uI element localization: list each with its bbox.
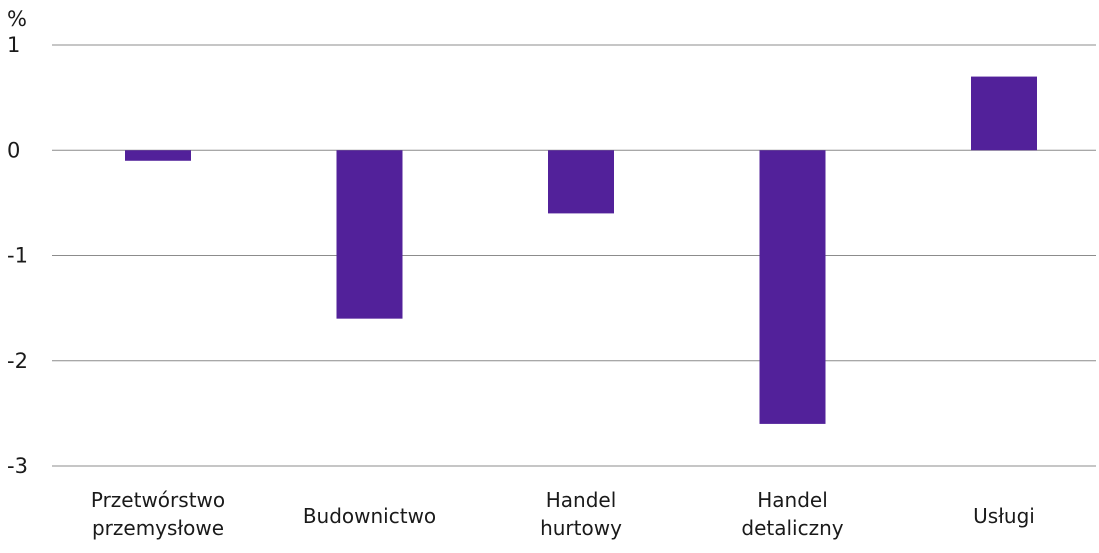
y-tick-label: -3 [7,454,28,478]
y-tick-label: -2 [7,349,28,373]
y-tick-label: -1 [7,244,28,268]
x-category-label: Handel detaliczny [741,488,843,540]
bar [125,150,191,161]
x-category-label: Usługi [973,504,1035,528]
bar [971,76,1037,151]
x-category-label: Handel hurtowy [540,488,622,540]
x-axis-category-labels: Przetwórstwo przemysłowe Budownictwo Handel… [91,488,1035,540]
bar [548,150,614,214]
y-axis-unit-label: % [7,7,27,31]
x-category-label: Przetwórstwo przemysłowe [91,488,225,540]
bars [125,76,1037,424]
x-category-label: Budownictwo [303,504,436,528]
gridlines [52,44,1096,467]
y-axis-tick-labels: 1 0 -1 -2 -3 [7,33,28,478]
y-tick-label: 0 [7,138,20,162]
y-tick-label: 1 [7,33,20,57]
bar [759,150,826,424]
bar [336,150,403,319]
